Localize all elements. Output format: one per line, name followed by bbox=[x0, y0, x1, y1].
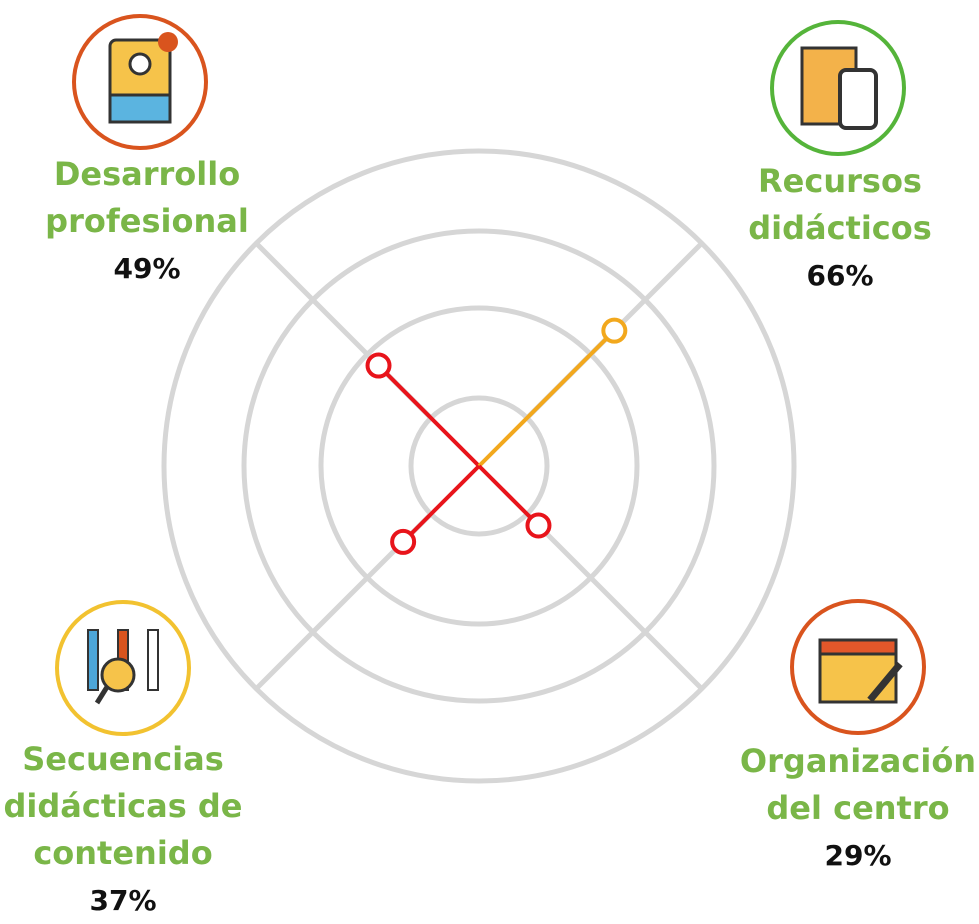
category-label: didácticos bbox=[748, 209, 932, 247]
icon-organizacion bbox=[790, 599, 926, 735]
value-label: 29% bbox=[824, 839, 891, 872]
value-label: 66% bbox=[806, 259, 873, 292]
spoke-line bbox=[477, 464, 540, 527]
point bbox=[365, 352, 392, 379]
category-label: Recursos bbox=[758, 162, 922, 200]
category-label: Desarrollo bbox=[54, 155, 240, 193]
category-label: didácticas de bbox=[4, 787, 243, 825]
spoke-line bbox=[477, 329, 616, 468]
category-label: Secuencias bbox=[22, 740, 224, 778]
ring bbox=[318, 305, 640, 627]
value-label: 49% bbox=[113, 252, 180, 285]
point bbox=[525, 512, 552, 539]
icon-secuencias bbox=[55, 600, 191, 736]
icons bbox=[55, 14, 926, 736]
value-label: 37% bbox=[89, 884, 156, 917]
category-label: contenido bbox=[33, 834, 212, 872]
category-label: Organización bbox=[740, 742, 976, 780]
category-label: profesional bbox=[45, 202, 249, 240]
point bbox=[390, 528, 417, 555]
category-label: del centro bbox=[766, 789, 949, 827]
icon-recursos bbox=[770, 20, 906, 156]
icon-desarrollo bbox=[72, 14, 208, 150]
spoke-line bbox=[377, 364, 481, 468]
ring bbox=[241, 228, 717, 704]
ring bbox=[408, 395, 550, 537]
ring bbox=[161, 148, 797, 784]
spoke bbox=[525, 512, 705, 692]
point bbox=[601, 317, 628, 344]
spoke-line bbox=[401, 464, 481, 544]
